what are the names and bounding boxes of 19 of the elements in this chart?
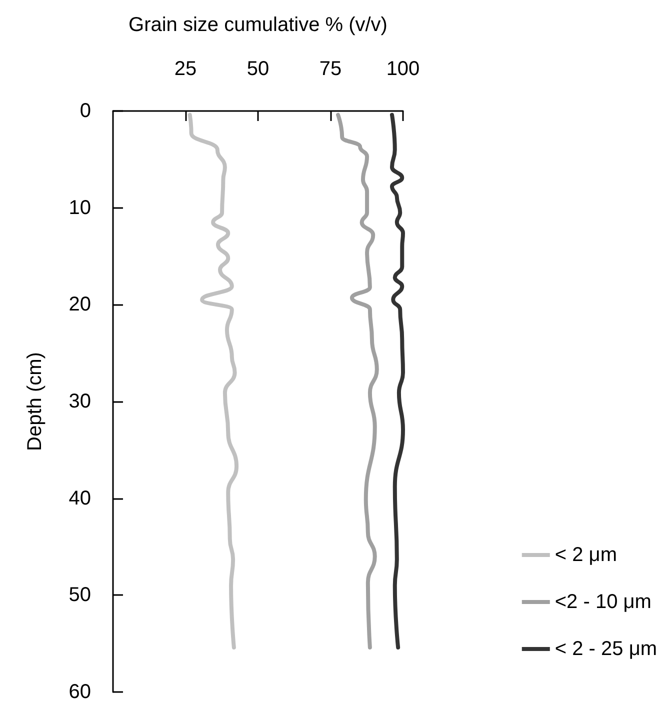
x-tick-label: 100 bbox=[386, 58, 420, 80]
y-tick-label: 60 bbox=[68, 681, 91, 703]
legend-label: < 2 μm bbox=[554, 544, 617, 566]
legend-label: < 2 - 25 μm bbox=[554, 638, 658, 660]
y-tick-label: 10 bbox=[68, 196, 91, 219]
y-tick-label: 50 bbox=[68, 584, 91, 606]
y-axis-title: Depth (cm) bbox=[24, 352, 46, 451]
x-tick-label: 50 bbox=[246, 58, 270, 80]
x-tick-label: 25 bbox=[174, 58, 197, 80]
x-tick-label: 75 bbox=[319, 58, 342, 80]
x-axis-title: Grain size cumulative % (v/v) bbox=[128, 14, 388, 36]
line-series bbox=[336, 112, 379, 650]
y-tick-label: 20 bbox=[68, 294, 91, 316]
legend-label: <2 - 10 μm bbox=[554, 591, 652, 613]
y-tick-label: 0 bbox=[80, 100, 91, 122]
y-tick-label: 40 bbox=[68, 487, 91, 510]
line-series bbox=[390, 112, 405, 650]
y-tick-label: 30 bbox=[68, 390, 91, 412]
line-series bbox=[188, 112, 239, 650]
